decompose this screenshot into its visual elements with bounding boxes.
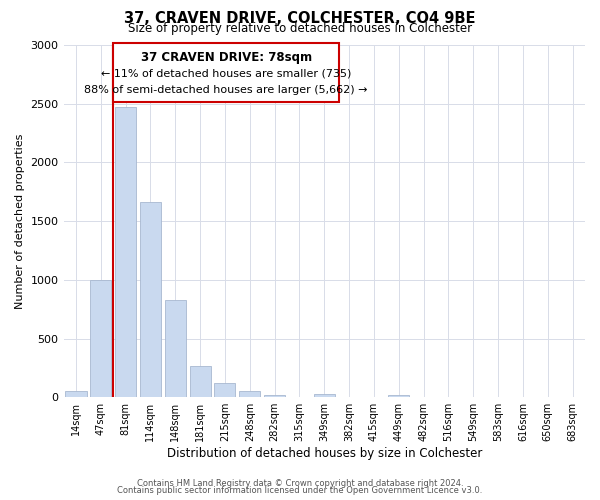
- Bar: [314, 394, 335, 397]
- Bar: [190, 366, 211, 397]
- Bar: [214, 383, 235, 397]
- Bar: [165, 300, 186, 397]
- FancyBboxPatch shape: [113, 43, 339, 102]
- Text: 37, CRAVEN DRIVE, COLCHESTER, CO4 9BE: 37, CRAVEN DRIVE, COLCHESTER, CO4 9BE: [124, 11, 476, 26]
- Text: 88% of semi-detached houses are larger (5,662) →: 88% of semi-detached houses are larger (…: [85, 85, 368, 95]
- Bar: [239, 392, 260, 397]
- Text: Contains HM Land Registry data © Crown copyright and database right 2024.: Contains HM Land Registry data © Crown c…: [137, 478, 463, 488]
- Bar: [65, 392, 86, 397]
- X-axis label: Distribution of detached houses by size in Colchester: Distribution of detached houses by size …: [167, 447, 482, 460]
- Bar: [140, 202, 161, 397]
- Bar: [90, 280, 112, 397]
- Text: ← 11% of detached houses are smaller (735): ← 11% of detached houses are smaller (73…: [101, 68, 352, 78]
- Bar: [388, 396, 409, 397]
- Text: Size of property relative to detached houses in Colchester: Size of property relative to detached ho…: [128, 22, 472, 35]
- Bar: [264, 395, 285, 397]
- Text: Contains public sector information licensed under the Open Government Licence v3: Contains public sector information licen…: [118, 486, 482, 495]
- Y-axis label: Number of detached properties: Number of detached properties: [15, 134, 25, 309]
- Text: 37 CRAVEN DRIVE: 78sqm: 37 CRAVEN DRIVE: 78sqm: [140, 50, 312, 64]
- Bar: [115, 107, 136, 397]
